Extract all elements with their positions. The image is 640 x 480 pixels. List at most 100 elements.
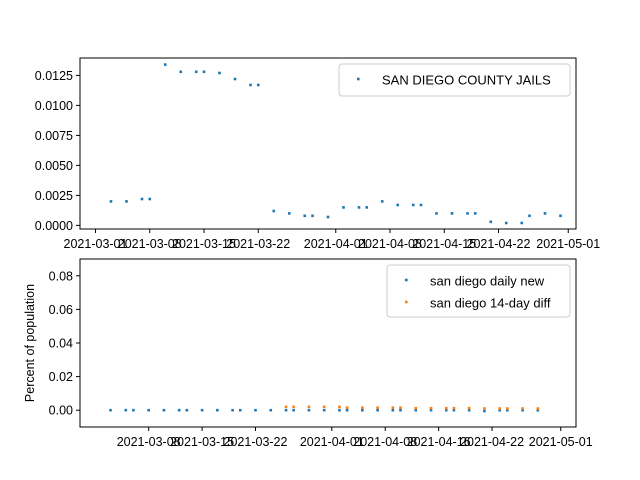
top-panel: 0.0000 0.0025 0.0050 0.0075 0.0100 0.0125 2021…: [35, 57, 600, 251]
data-point: [419, 203, 423, 207]
y-tick-label: 0.02: [49, 370, 73, 384]
legend-entry: san diego 14-day diff: [430, 296, 551, 311]
data-point: [467, 406, 471, 410]
x-tick-label: 2021-04-01: [300, 435, 364, 449]
data-point: [391, 406, 395, 409]
data-point: [483, 409, 486, 413]
y-tick-label: 0.0125: [35, 69, 73, 83]
legend-box: [386, 264, 571, 318]
data-point: [521, 407, 524, 410]
data-point: [345, 408, 349, 412]
data-point: [528, 214, 531, 218]
data-point: [357, 206, 361, 209]
x-tick-label: 2021-04-01: [304, 237, 368, 251]
data-point: [326, 215, 330, 219]
data-point: [444, 406, 448, 410]
data-point: [391, 408, 395, 412]
data-point: [307, 408, 311, 412]
data-point: [466, 212, 469, 215]
x-tick-label: 2021-05-01: [536, 237, 600, 251]
data-point: [467, 408, 471, 412]
data-point: [231, 408, 234, 412]
x-tick-label: 2021-03-08: [118, 237, 182, 251]
legend-box: [338, 63, 571, 97]
data-point: [452, 408, 456, 412]
y-tick-label: 0.04: [49, 337, 73, 351]
data-point: [473, 212, 477, 215]
x-tick-label: 2021-04-22: [460, 435, 524, 449]
data-point: [414, 408, 418, 412]
x-tick-label: 2021-05-01: [529, 435, 593, 449]
data-point: [498, 407, 501, 410]
data-point: [284, 408, 288, 412]
y-tick-label: 0.06: [49, 303, 73, 317]
x-tick-label: 2021-04-08: [353, 435, 417, 449]
x-tick-label: 2021-03-22: [226, 237, 290, 251]
legend-entry: san diego daily new: [430, 274, 545, 289]
data-point: [342, 206, 345, 209]
data-point: [361, 408, 364, 412]
x-tick-label: 2021-04-08: [358, 237, 422, 251]
data-point: [376, 408, 379, 412]
data-point: [311, 214, 314, 218]
data-point: [307, 405, 311, 409]
data-point: [559, 214, 562, 218]
y-tick-label: 0.0075: [35, 129, 73, 143]
data-point: [272, 209, 276, 213]
data-point: [140, 197, 144, 201]
data-point: [177, 408, 181, 412]
data-point: [303, 214, 307, 218]
data-point: [147, 408, 150, 412]
data-point: [233, 77, 237, 81]
data-point: [399, 406, 402, 409]
data-point: [202, 70, 206, 74]
x-tick-label: 2021-03-15: [170, 435, 234, 449]
data-point: [504, 221, 508, 225]
plot-frame: [79, 57, 577, 230]
data-point: [163, 63, 167, 66]
x-tick-label: 2021-04-15: [412, 237, 476, 251]
y-tick-label: 0.0000: [35, 219, 73, 233]
bottom-panel: 0.00 0.02 0.04 0.06 0.08 2021-03-082021-03-15…: [23, 258, 593, 449]
data-point: [132, 408, 135, 412]
data-point: [249, 83, 252, 87]
y-axis-label: Percent of population: [23, 284, 37, 402]
data-point: [444, 408, 448, 412]
data-point: [109, 408, 112, 412]
legend-marker: [357, 77, 360, 81]
data-point: [506, 408, 509, 412]
legend-marker: [405, 278, 408, 282]
data-point: [179, 70, 183, 74]
data-point: [256, 83, 260, 87]
data-point: [429, 406, 433, 410]
x-tick-label: 2021-03-01: [64, 237, 128, 251]
x-tick-label: 2021-04-16: [407, 435, 471, 449]
data-point: [411, 203, 415, 207]
y-tick-label: 0.0050: [35, 159, 73, 173]
data-point: [125, 200, 128, 203]
data-point: [536, 408, 540, 412]
data-point: [162, 408, 166, 412]
y-tick-label: 0.00: [49, 404, 73, 418]
y-tick-label: 0.0100: [35, 99, 73, 113]
data-point: [506, 407, 509, 410]
data-point: [429, 408, 433, 412]
data-point: [238, 408, 242, 412]
y-tick-label: 0.08: [49, 269, 73, 283]
data-point: [269, 408, 273, 412]
data-point: [452, 406, 456, 410]
data-point: [380, 200, 384, 203]
data-point: [322, 405, 326, 409]
data-point: [376, 406, 379, 409]
x-tick-label: 2021-03-15: [172, 237, 236, 251]
data-point: [483, 407, 486, 410]
data-point: [345, 406, 349, 409]
data-point: [520, 221, 524, 225]
data-point: [185, 408, 189, 412]
data-point: [287, 212, 291, 215]
data-point: [292, 408, 295, 412]
x-tick-label: 2021-03-08: [117, 435, 181, 449]
data-point: [109, 200, 113, 203]
data-point: [148, 197, 152, 201]
data-point: [284, 405, 288, 409]
